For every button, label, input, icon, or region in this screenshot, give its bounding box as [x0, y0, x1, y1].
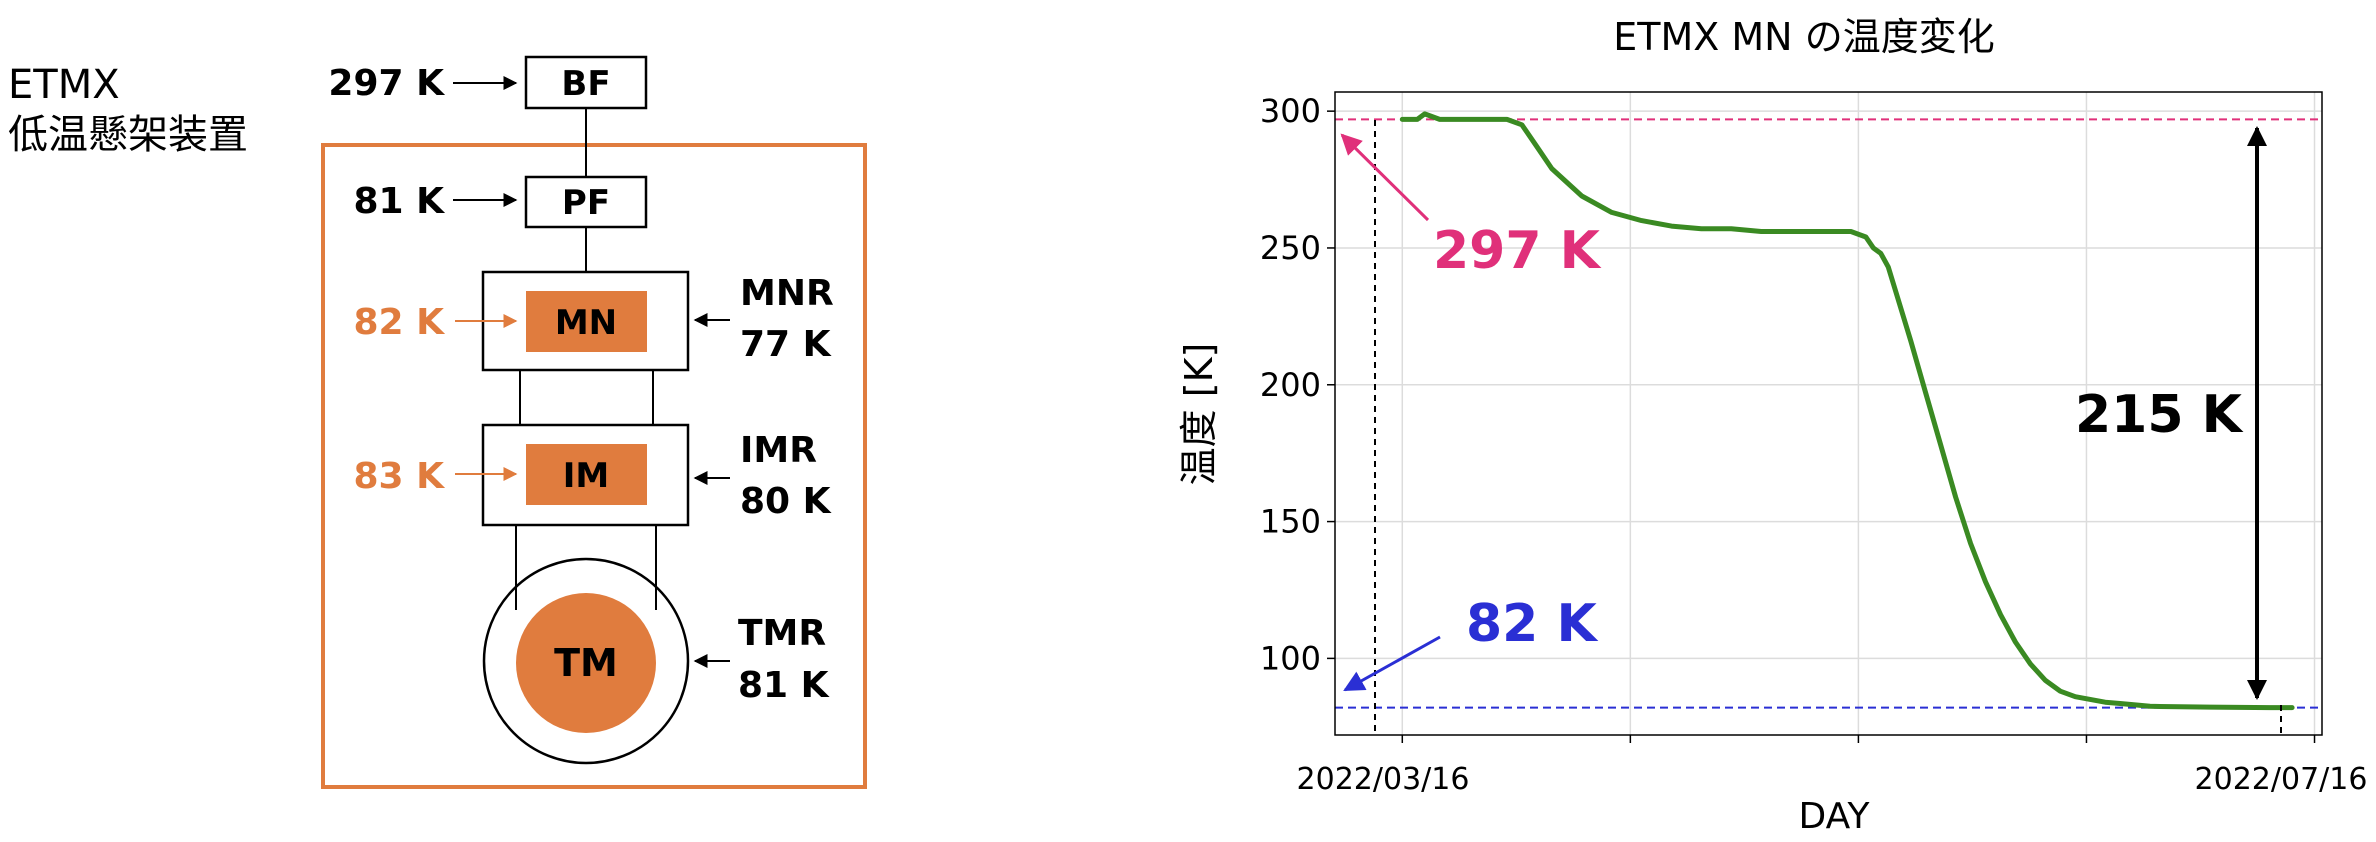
bf-box — [524, 55, 648, 110]
x-tick-label-end: 2022/07/16 — [2195, 762, 2368, 797]
pf-box — [524, 175, 648, 229]
im-box — [526, 444, 647, 505]
bf-temp: 297 K — [328, 63, 445, 104]
y-axis-label: 温度 [K] — [1177, 343, 1221, 486]
series-layer — [1399, 111, 2295, 711]
suspension-diagram: ETMX 低温懸架装置 BF 297 K PF 81 K MN 82 K MNR… — [8, 55, 867, 789]
x-axis-label: DAY — [1799, 796, 1871, 837]
mn-temp: 82 K — [353, 302, 445, 343]
grid — [1335, 92, 2322, 735]
mn-box — [526, 291, 647, 352]
start-temp-label: 297 K — [1433, 221, 1602, 281]
chart-title: ETMX MN の温度変化 — [1613, 15, 1994, 59]
tm-label: TM — [554, 641, 618, 685]
cryostat-box — [321, 143, 867, 789]
tmr-temp: 81 K — [738, 665, 830, 706]
mnr-label: MNR — [740, 273, 834, 314]
y-tick-label: 100 — [1260, 639, 1321, 677]
mn-label: MN — [555, 303, 617, 343]
im-label: IM — [563, 456, 609, 496]
pf-label: PF — [562, 183, 610, 223]
im-temp: 83 K — [353, 456, 445, 497]
mnr-temp: 77 K — [740, 324, 832, 365]
y-tick-label: 300 — [1260, 92, 1321, 130]
y-tick-label: 150 — [1260, 503, 1321, 541]
difference-label: 215 K — [2075, 385, 2244, 445]
imr-label: IMR — [740, 430, 817, 471]
y-tick-label: 200 — [1260, 366, 1321, 404]
plot-area — [1334, 91, 2323, 736]
y-ticks: 100 150 200 250 300 — [1260, 92, 1335, 677]
imr-temp: 80 K — [740, 481, 832, 522]
start-temp-arrow — [1340, 133, 1430, 222]
end-temp-label: 82 K — [1466, 594, 1598, 654]
tm-mass — [516, 593, 656, 733]
series-line-mn-temperature — [1399, 111, 2295, 711]
tmr-label: TMR — [738, 613, 826, 654]
bf-label: BF — [561, 64, 610, 104]
pf-temp: 81 K — [353, 181, 445, 222]
end-temp-arrow — [1343, 635, 1441, 692]
y-tick-label: 250 — [1260, 229, 1321, 267]
system-title-line1: ETMX — [8, 62, 120, 108]
system-title-line2: 低温懸架装置 — [8, 112, 248, 158]
temperature-chart: ETMX MN の温度変化 100 150 200 250 300 2022/03/16… — [1177, 15, 2367, 837]
x-ticks — [1401, 735, 2316, 743]
x-tick-label-start: 2022/03/16 — [1297, 762, 1470, 797]
